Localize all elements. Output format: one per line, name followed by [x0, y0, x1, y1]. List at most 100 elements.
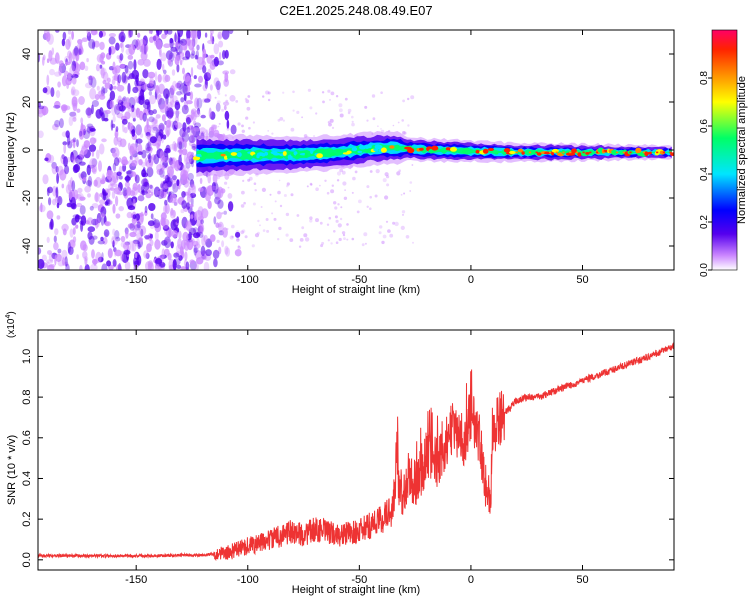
- noise-blob: [98, 160, 102, 172]
- noise-blob: [161, 114, 166, 122]
- noise-blob: [230, 124, 237, 135]
- noise-blob: [43, 30, 50, 38]
- noise-blob: [84, 185, 91, 193]
- noise-blob: [71, 96, 78, 107]
- noise-blob: [78, 46, 84, 55]
- noise-blob: [146, 118, 149, 130]
- noise-speck: [392, 124, 395, 127]
- noise-speck: [319, 184, 321, 187]
- noise-speck: [380, 91, 383, 94]
- noise-blob: [119, 42, 123, 49]
- noise-blob: [204, 98, 211, 103]
- noise-speck: [331, 184, 334, 187]
- noise-speck: [342, 181, 347, 186]
- noise-blob: [91, 158, 98, 167]
- noise-speck: [241, 129, 245, 133]
- noise-blob: [87, 107, 92, 119]
- noise-speck: [378, 231, 382, 235]
- carrier-blob: [389, 145, 395, 149]
- noise-speck: [366, 205, 369, 208]
- noise-blob: [211, 185, 218, 191]
- noise-speck: [253, 182, 257, 185]
- noise-speck: [267, 130, 270, 132]
- noise-blob: [127, 82, 131, 95]
- noise-blob: [84, 264, 90, 270]
- noise-blob: [89, 205, 94, 211]
- noise-blob: [112, 259, 117, 267]
- noise-blob: [174, 101, 181, 111]
- x-tick-label: -100: [237, 274, 259, 286]
- noise-blob: [106, 260, 112, 267]
- noise-blob: [66, 82, 69, 89]
- noise-blob: [173, 201, 177, 206]
- carrier-blob: [224, 155, 228, 160]
- noise-blob: [179, 246, 184, 255]
- noise-blob: [46, 187, 50, 197]
- noise-speck: [278, 179, 281, 182]
- noise-speck: [313, 135, 316, 138]
- noise-blob: [148, 116, 155, 123]
- figure-title: C2E1.2025.248.08.49.E07: [279, 3, 432, 18]
- carrier-blob: [195, 154, 203, 157]
- noise-blob: [57, 81, 61, 88]
- noise-speck: [329, 98, 331, 101]
- noise-speck: [328, 122, 332, 127]
- noise-blob: [52, 123, 59, 131]
- noise-blob: [128, 97, 136, 108]
- noise-blob: [193, 243, 201, 249]
- noise-blob: [161, 248, 165, 259]
- snr-axes: -150 -100 -50 0 50 0.0 0.2 0.4 0.6 0.8 1.0: [21, 330, 674, 586]
- noise-blob: [72, 89, 80, 97]
- noise-blob: [116, 191, 124, 196]
- colorbar-label: Normalized spectral amplitude: [736, 76, 748, 224]
- noise-blob: [223, 210, 227, 215]
- noise-blob: [171, 230, 179, 238]
- noise-blob: [124, 176, 131, 181]
- noise-blob: [125, 230, 129, 239]
- noise-blob: [45, 259, 54, 264]
- noise-blob: [137, 143, 143, 154]
- noise-blob: [214, 196, 221, 205]
- noise-speck: [340, 206, 343, 209]
- noise-blob: [109, 200, 113, 205]
- carrier-blob: [351, 146, 358, 152]
- noise-blob: [105, 188, 111, 199]
- noise-blob: [179, 52, 185, 57]
- noise-blob: [174, 100, 180, 106]
- noise-blob: [123, 249, 131, 255]
- noise-blob: [101, 86, 105, 97]
- noise-blob: [189, 259, 195, 265]
- noise-speck: [366, 119, 369, 122]
- noise-blob: [92, 235, 98, 240]
- noise-blob: [157, 94, 162, 105]
- noise-speck: [259, 224, 261, 227]
- noise-blob: [54, 119, 61, 128]
- noise-blob: [186, 100, 193, 105]
- noise-speck: [216, 239, 220, 243]
- noise-blob: [182, 84, 188, 94]
- noise-blob: [104, 201, 109, 206]
- noise-blob: [116, 112, 124, 119]
- noise-blob: [148, 30, 152, 34]
- noise-speck: [301, 226, 305, 230]
- noise-blob: [180, 42, 188, 51]
- noise-blob: [123, 242, 130, 251]
- noise-blob: [107, 248, 113, 259]
- noise-speck: [369, 195, 373, 199]
- noise-speck: [298, 245, 302, 248]
- noise-blob: [163, 236, 171, 249]
- noise-speck: [277, 118, 281, 122]
- noise-blob: [44, 157, 49, 162]
- noise-blob: [61, 223, 69, 232]
- noise-blob: [99, 64, 103, 69]
- noise-blob: [140, 51, 148, 61]
- noise-blob: [180, 209, 185, 214]
- noise-blob: [89, 137, 97, 145]
- noise-blob: [134, 79, 139, 87]
- noise-blob: [71, 156, 79, 162]
- noise-blob: [153, 186, 161, 198]
- noise-blob: [132, 117, 136, 122]
- noise-blob: [169, 37, 174, 44]
- noise-speck: [396, 171, 401, 176]
- noise-blob: [213, 216, 217, 225]
